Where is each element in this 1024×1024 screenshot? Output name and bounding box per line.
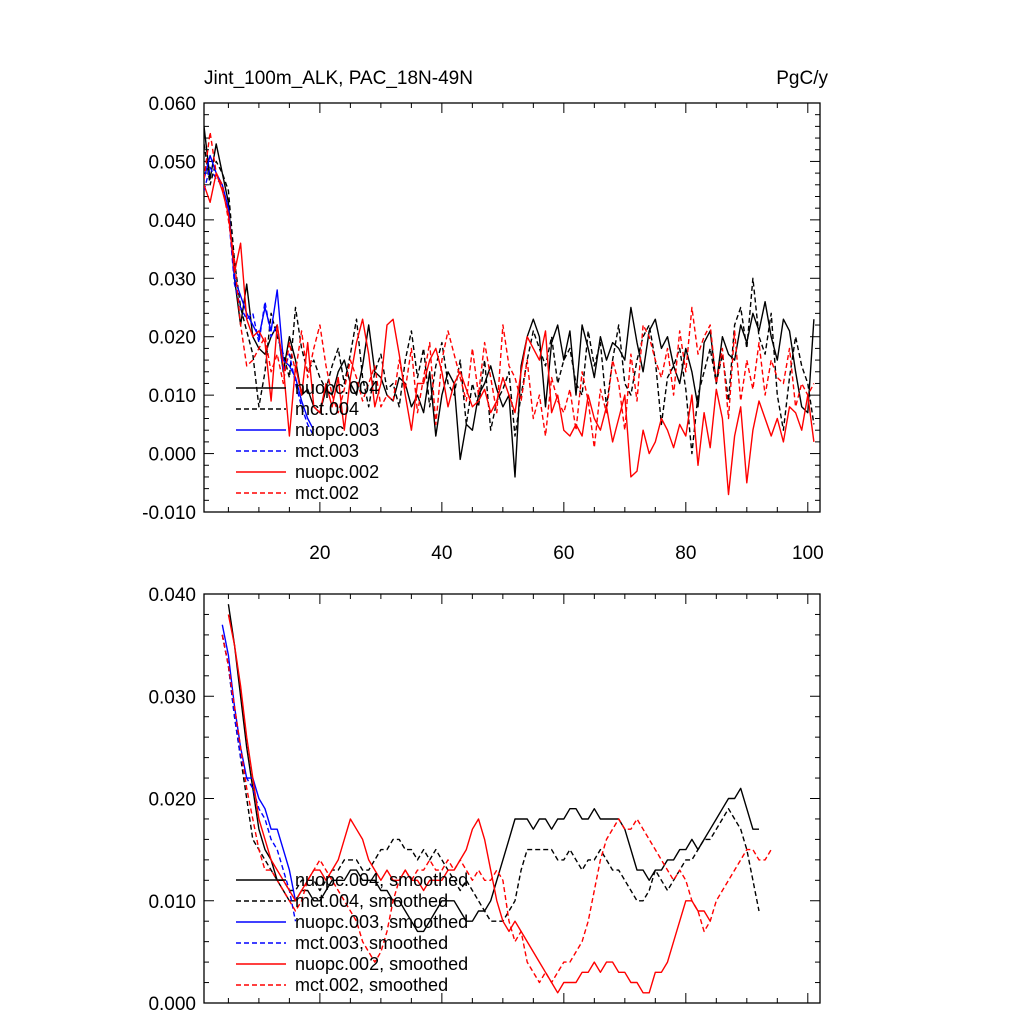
x-tick-label: 80 <box>675 543 696 564</box>
y-tick-label: 0.030 <box>148 687 196 708</box>
plot-frame <box>203 102 821 513</box>
series-line-nuopc-004-smoothed <box>227 604 759 933</box>
y-tick-label: -0.010 <box>142 503 196 524</box>
y-tick-label: 0.000 <box>148 994 196 1015</box>
series-line-mct-002 <box>204 131 815 449</box>
legend-label: mct.003 <box>295 441 359 461</box>
top-title: Jint_100m_ALK, PAC_18N-49N <box>204 68 473 89</box>
legend-label: nuopc.002, smoothed <box>295 954 468 974</box>
bottom-panel: 0.000 0.010 0.020 0.030 0.040 nuopc.004, smoo… <box>148 585 821 1015</box>
y-tick-label: 0.010 <box>148 386 196 407</box>
legend-label: mct.004, smoothed <box>295 891 448 911</box>
y-tick-label: 0.000 <box>148 445 196 466</box>
x-tick-label: 100 <box>792 543 824 564</box>
top-panel: Jint_100m_ALK, PAC_18N-49N PgC/y -0.010 0… <box>142 68 828 564</box>
legend-label: nuopc.003, smoothed <box>295 912 468 932</box>
legend-label: mct.004 <box>295 399 359 419</box>
top-units: PgC/y <box>776 68 828 89</box>
x-tick-label: 60 <box>553 543 574 564</box>
y-tick-label: 0.050 <box>148 152 196 173</box>
series-line-mct-004 <box>204 143 815 455</box>
series-line-nuopc-003 <box>204 154 315 431</box>
legend-label: mct.003, smoothed <box>295 933 448 953</box>
y-tick-label: 0.030 <box>148 269 196 290</box>
series-line-mct-004-smoothed <box>221 634 760 922</box>
y-tick-label: 0.040 <box>148 211 196 232</box>
legend-label: mct.002, smoothed <box>295 975 448 995</box>
x-tick-label: 40 <box>431 543 452 564</box>
series-line-mct-003-smoothed <box>221 634 297 922</box>
legend-label: nuopc.004 <box>295 378 379 398</box>
legend-label: nuopc.003 <box>295 420 379 440</box>
legend-label: mct.002 <box>295 483 359 503</box>
x-tick-label: 20 <box>309 543 330 564</box>
legend-label: nuopc.002 <box>295 462 379 482</box>
y-tick-label: 0.010 <box>148 892 196 913</box>
y-tick-label: 0.060 <box>148 94 196 115</box>
y-tick-label: 0.020 <box>148 328 196 349</box>
legend-label: nuopc.004, smoothed <box>295 870 468 890</box>
series-line-mct-002-smoothed <box>221 634 772 984</box>
y-tick-label: 0.020 <box>148 790 196 811</box>
series-line-nuopc-003-smoothed <box>221 624 297 901</box>
y-tick-label: 0.040 <box>148 585 196 606</box>
